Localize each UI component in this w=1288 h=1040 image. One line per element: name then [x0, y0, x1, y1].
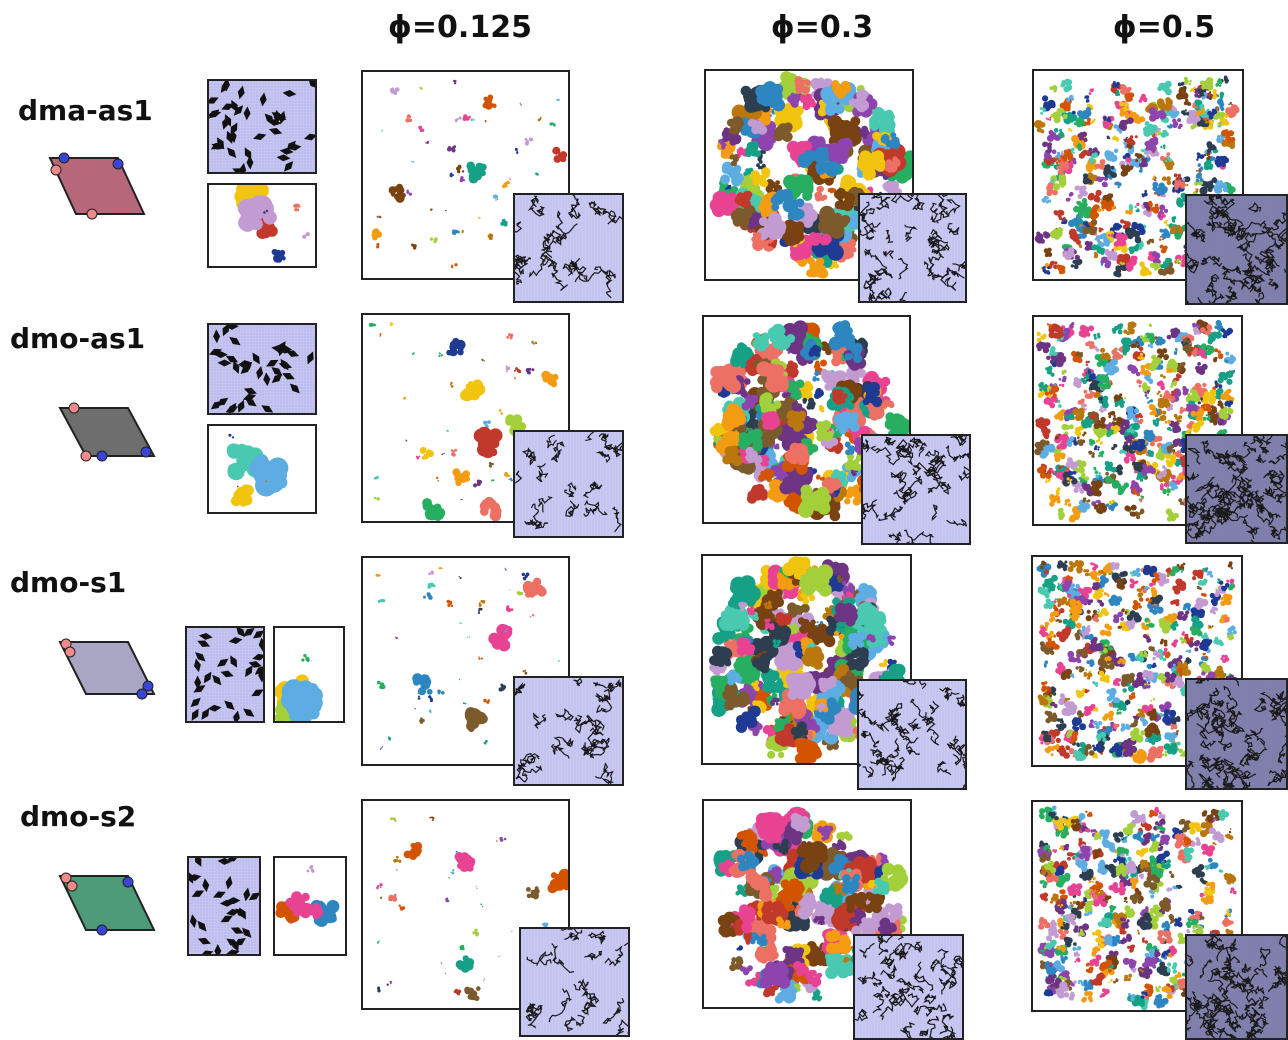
cluster-panel-dmo-as1-phi-03	[702, 315, 911, 524]
network-inset-dmo-s1-phi-05	[1185, 678, 1288, 790]
network-inset-dmo-s1-phi-0125	[513, 676, 624, 786]
column-header-phi-05: ϕ=0.5	[1112, 10, 1216, 45]
cluster-panel-dma-as1-phi-0125	[361, 70, 570, 280]
cluster-panel-dma-as1-phi-03	[704, 69, 914, 281]
rhombus-shape-dma-as1	[48, 152, 146, 220]
cluster-thumbnail-dmo-s1	[273, 626, 345, 723]
cluster-panel-dmo-s1-phi-03	[701, 554, 912, 765]
cluster-thumbnail-dmo-as1	[207, 424, 317, 514]
lattice-thumbnail-dmo-as1	[207, 323, 317, 415]
network-inset-dmo-as1-phi-03	[861, 434, 971, 545]
cluster-panel-dmo-s1-phi-05	[1031, 555, 1243, 767]
column-header-phi-03: ϕ=0.3	[770, 10, 874, 45]
network-inset-dmo-as1-phi-0125	[513, 430, 624, 538]
lattice-thumbnail-dmo-s2	[187, 856, 261, 956]
network-inset-dma-as1-phi-0125	[513, 193, 624, 303]
rhombus-shape-dmo-s2	[58, 872, 156, 936]
row-label-dmo-s1: dmo-s1	[10, 566, 127, 599]
row-label-dma-as1: dma-as1	[18, 94, 153, 127]
column-header-phi-0125: ϕ=0.125	[388, 10, 532, 45]
lattice-thumbnail-dmo-s1	[185, 626, 265, 723]
network-inset-dma-as1-phi-03	[858, 193, 967, 303]
row-label-dmo-as1: dmo-as1	[10, 322, 146, 355]
cluster-thumbnail-dmo-s2	[273, 856, 347, 956]
network-inset-dmo-s2-phi-0125	[519, 927, 630, 1037]
network-inset-dmo-as1-phi-05	[1185, 434, 1288, 544]
lattice-thumbnail-dma-as1	[207, 79, 317, 174]
rhombus-shape-dmo-as1	[58, 402, 156, 462]
network-inset-dma-as1-phi-05	[1185, 194, 1288, 305]
cluster-thumbnail-dma-as1	[207, 183, 317, 268]
row-label-dmo-s2: dmo-s2	[20, 800, 137, 833]
rhombus-shape-dmo-s1	[58, 638, 156, 700]
network-inset-dmo-s2-phi-05	[1185, 934, 1288, 1040]
network-inset-dmo-s2-phi-03	[853, 934, 964, 1040]
network-inset-dmo-s1-phi-03	[857, 679, 967, 790]
